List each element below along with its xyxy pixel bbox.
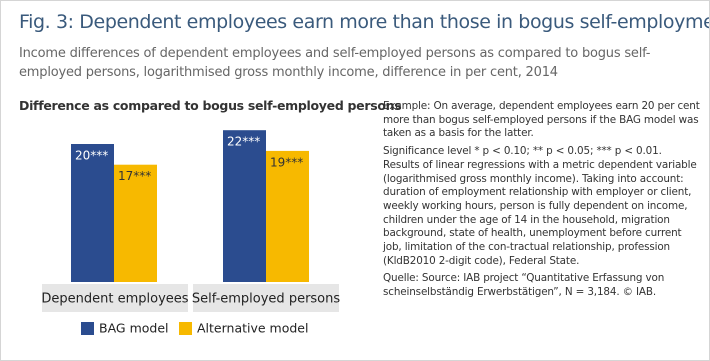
notes: Example: On average, dependent employees… — [383, 100, 701, 304]
subtitle: Income differences of dependent employee… — [19, 46, 651, 80]
value-label: 19*** — [270, 155, 303, 169]
note: Example: On average, dependent employees… — [383, 100, 700, 140]
bar — [223, 130, 266, 282]
x-tick-label: Dependent employees — [41, 292, 188, 307]
bar — [71, 144, 114, 282]
value-label: 20*** — [75, 149, 108, 163]
bar — [266, 150, 309, 282]
note: Quelle: Source: IAB project “Quantitativ… — [383, 272, 665, 299]
chart: Dependent employees 20*** 17*** Self-employ… — [41, 130, 341, 336]
legend-swatch — [179, 322, 192, 335]
legend-label: Alternative model — [197, 321, 308, 336]
chart-title: Difference as compared to bogus self-emp… — [19, 98, 402, 113]
legend-label: BAG model — [99, 321, 169, 336]
category-box — [193, 284, 339, 312]
title: Fig. 3: Dependent employees earn more th… — [19, 11, 710, 33]
legend-swatch — [81, 322, 94, 335]
category-box — [42, 284, 188, 312]
value-label: 17*** — [118, 169, 151, 183]
bar — [114, 164, 157, 282]
x-tick-label: Self-employed persons — [192, 292, 341, 307]
value-label: 22*** — [227, 135, 260, 149]
note: Significance level * p < 0.10; ** p < 0.… — [383, 145, 697, 267]
